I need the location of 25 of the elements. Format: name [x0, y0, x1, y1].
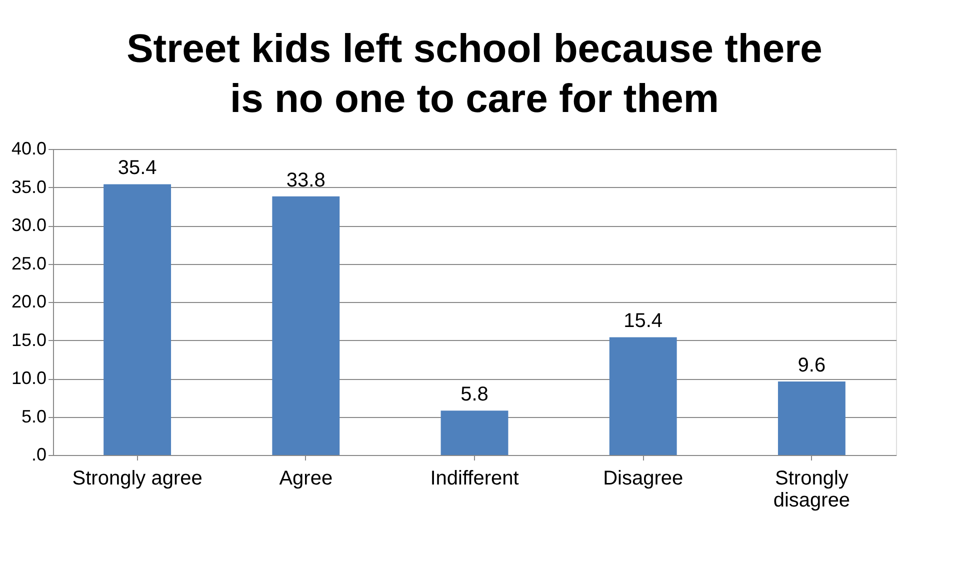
y-tick-label: 15.0: [11, 330, 46, 350]
bar: [609, 337, 677, 455]
bar: [440, 410, 508, 455]
y-tick-label: 30.0: [11, 215, 46, 235]
x-tick-label: Strongly agree: [72, 468, 202, 490]
y-tick-label: 35.0: [11, 176, 46, 197]
y-tick-label: 10.0: [11, 368, 46, 388]
y-tick-label: 5.0: [21, 406, 46, 426]
chart-title: Street kids left school because there is no one to care for them: [126, 27, 822, 121]
y-tick-label: 25.0: [11, 253, 46, 274]
x-tick-label: Indifferent: [430, 468, 520, 490]
data-label: 9.6: [798, 354, 826, 377]
data-label: 15.4: [624, 310, 663, 332]
y-tick-label: 40.0: [11, 138, 46, 158]
data-label: 5.8: [460, 384, 488, 406]
y-tick-label: .0: [31, 444, 46, 464]
data-label: 35.4: [118, 157, 157, 180]
bar: [272, 196, 340, 455]
x-tick-label: Disagree: [603, 468, 684, 490]
x-tick-label: Strongly disagree: [773, 468, 850, 512]
bar: [778, 382, 846, 455]
bar: [104, 184, 172, 455]
y-tick-label: 20.0: [11, 292, 46, 312]
data-label: 33.8: [286, 169, 326, 192]
x-tick-label: Agree: [279, 468, 333, 490]
